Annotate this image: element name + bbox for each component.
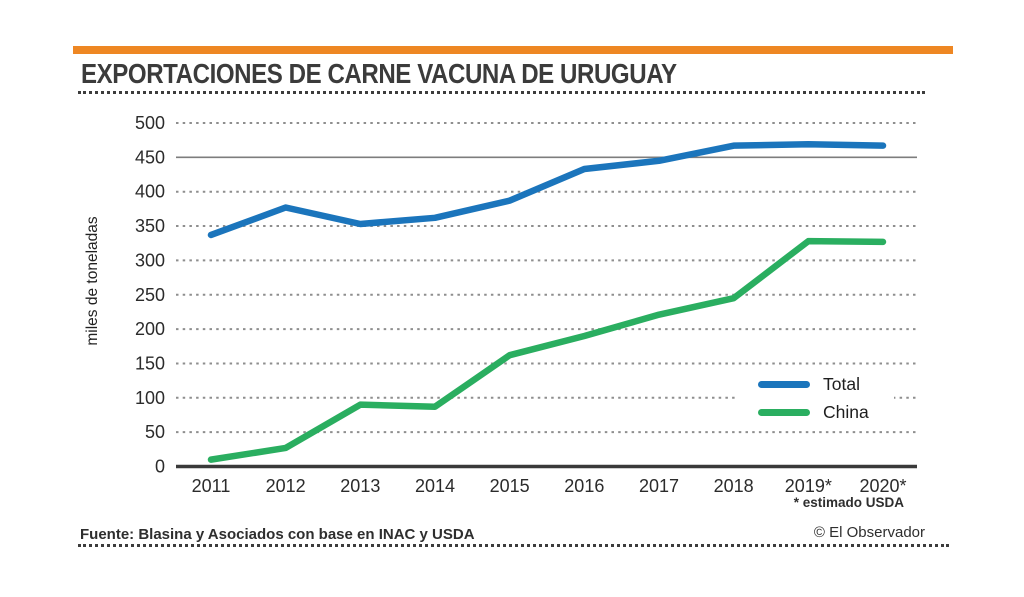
china-line-swatch: [758, 408, 810, 416]
total-series-line: [207, 141, 887, 239]
legend-item-china: China: [738, 400, 894, 424]
legend-item-total: Total: [738, 372, 894, 396]
y-tick-label: 450: [135, 147, 165, 167]
x-tick-label: 2014: [415, 476, 455, 496]
y-axis-title: miles de toneladas: [84, 216, 101, 346]
y-tick-label: 300: [135, 250, 165, 270]
y-tick-label: 50: [145, 422, 165, 442]
x-tick-label: 2017: [639, 476, 679, 496]
x-tick-label: 2015: [490, 476, 530, 496]
x-tick-label: 2016: [564, 476, 604, 496]
estimate-footnote: * estimado USDA: [793, 495, 904, 510]
y-tick-label: 0: [155, 457, 165, 477]
footer-divider: [78, 544, 949, 547]
x-tick-label: 2018: [714, 476, 754, 496]
y-tick-label: 500: [135, 113, 165, 133]
page-title: EXPORTACIONES DE CARNE VACUNA DE URUGUAY: [81, 58, 677, 89]
x-tick-label: 2020*: [859, 476, 906, 496]
y-tick-label: 350: [135, 216, 165, 236]
legend-label-total: Total: [823, 373, 860, 394]
legend-label-china: China: [823, 401, 869, 422]
x-tick-label: 2012: [266, 476, 306, 496]
accent-bar: [73, 46, 953, 54]
y-tick-label: 250: [135, 285, 165, 305]
china-series-line: [207, 237, 887, 463]
x-tick-label: 2013: [340, 476, 380, 496]
x-tick-label: 2019*: [785, 476, 832, 496]
y-tick-label: 200: [135, 319, 165, 339]
publisher-credit: © El Observador: [813, 524, 925, 541]
y-tick-label: 150: [135, 353, 165, 373]
x-tick-label: 2011: [192, 476, 231, 496]
y-tick-label: 400: [135, 182, 165, 202]
title-divider: [78, 91, 925, 94]
chart-legend: Total China: [738, 370, 894, 426]
y-tick-label: 100: [135, 388, 165, 408]
total-line-swatch: [758, 380, 810, 388]
source-credit: Fuente: Blasina y Asociados con base en …: [80, 526, 475, 543]
